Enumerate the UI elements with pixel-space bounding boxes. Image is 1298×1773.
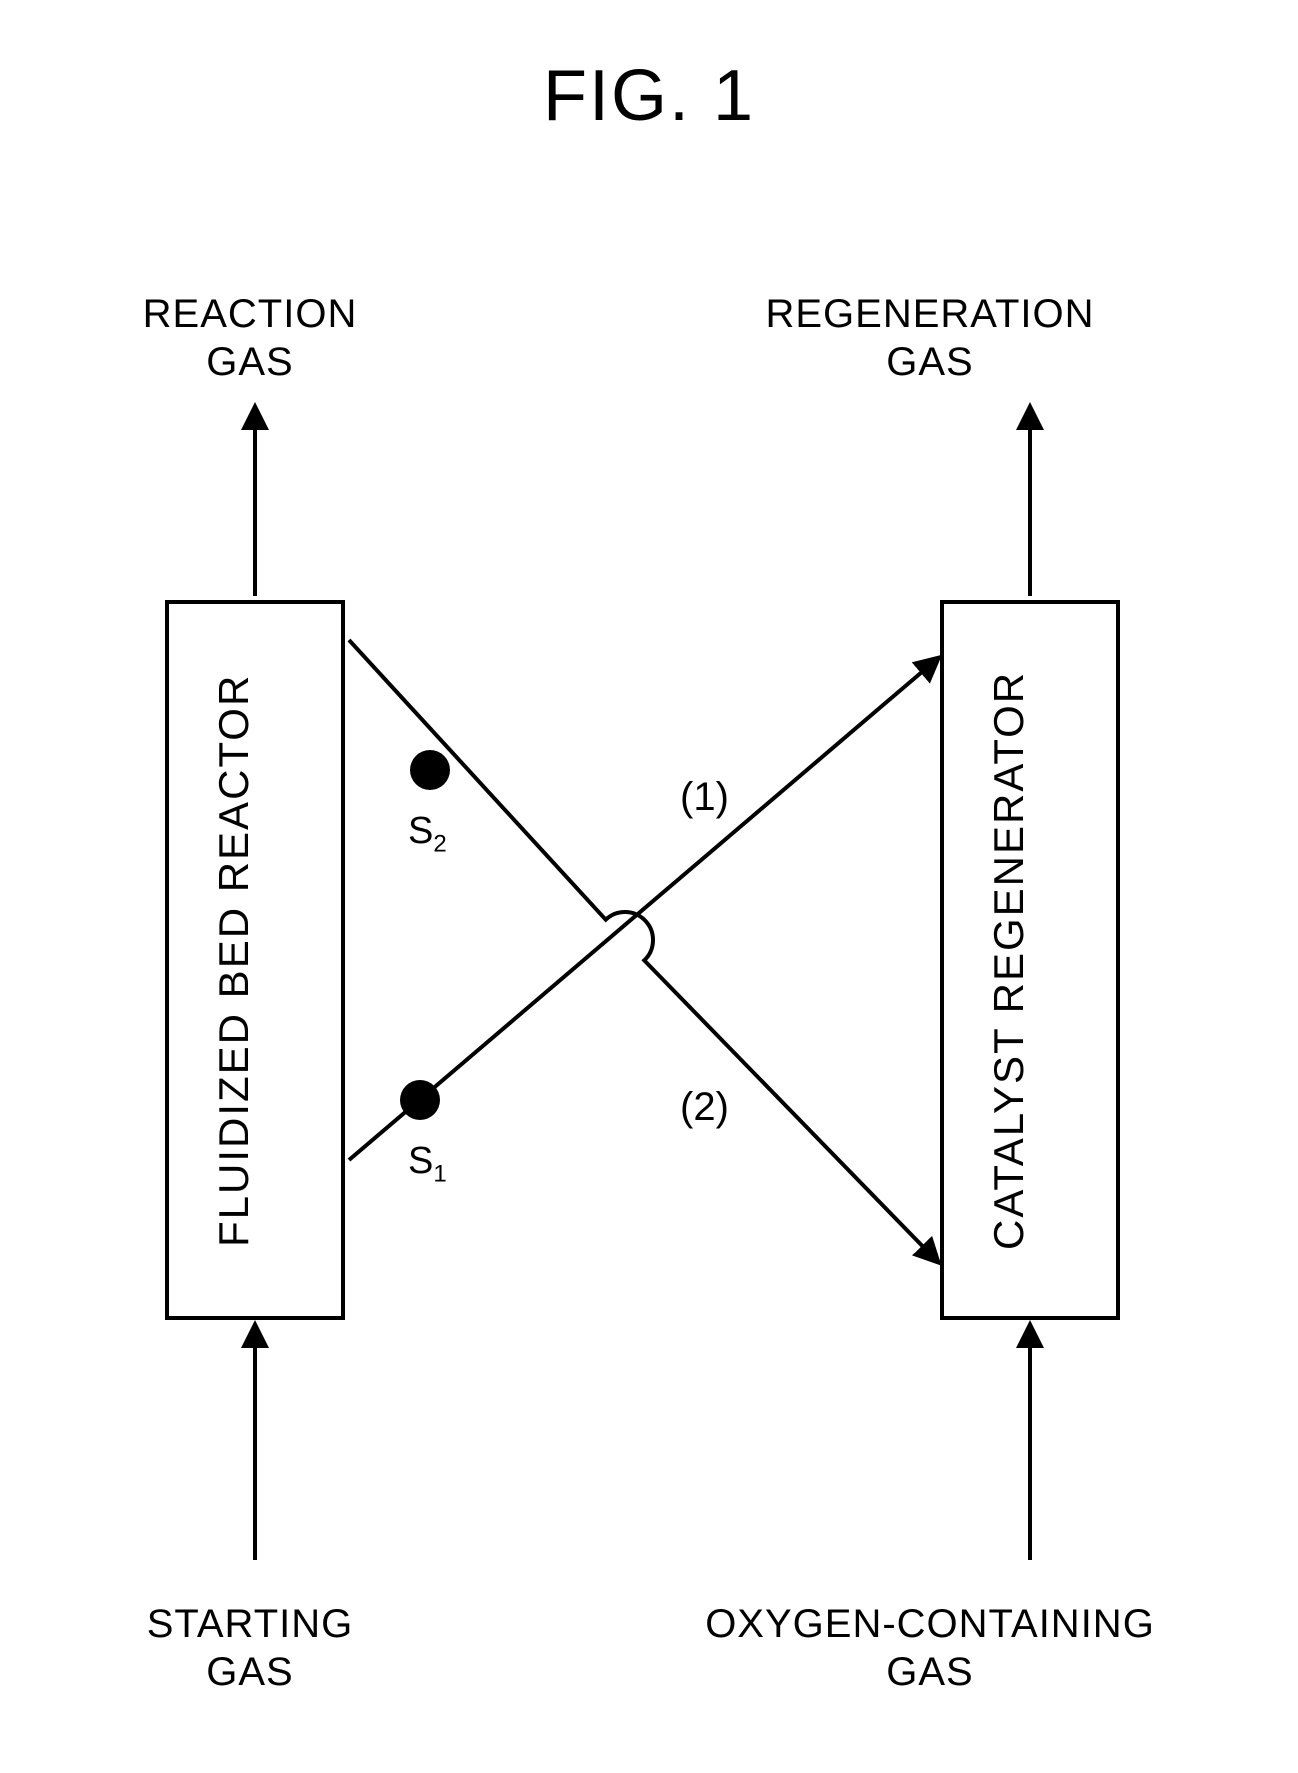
diagram-svg bbox=[0, 0, 1298, 1773]
